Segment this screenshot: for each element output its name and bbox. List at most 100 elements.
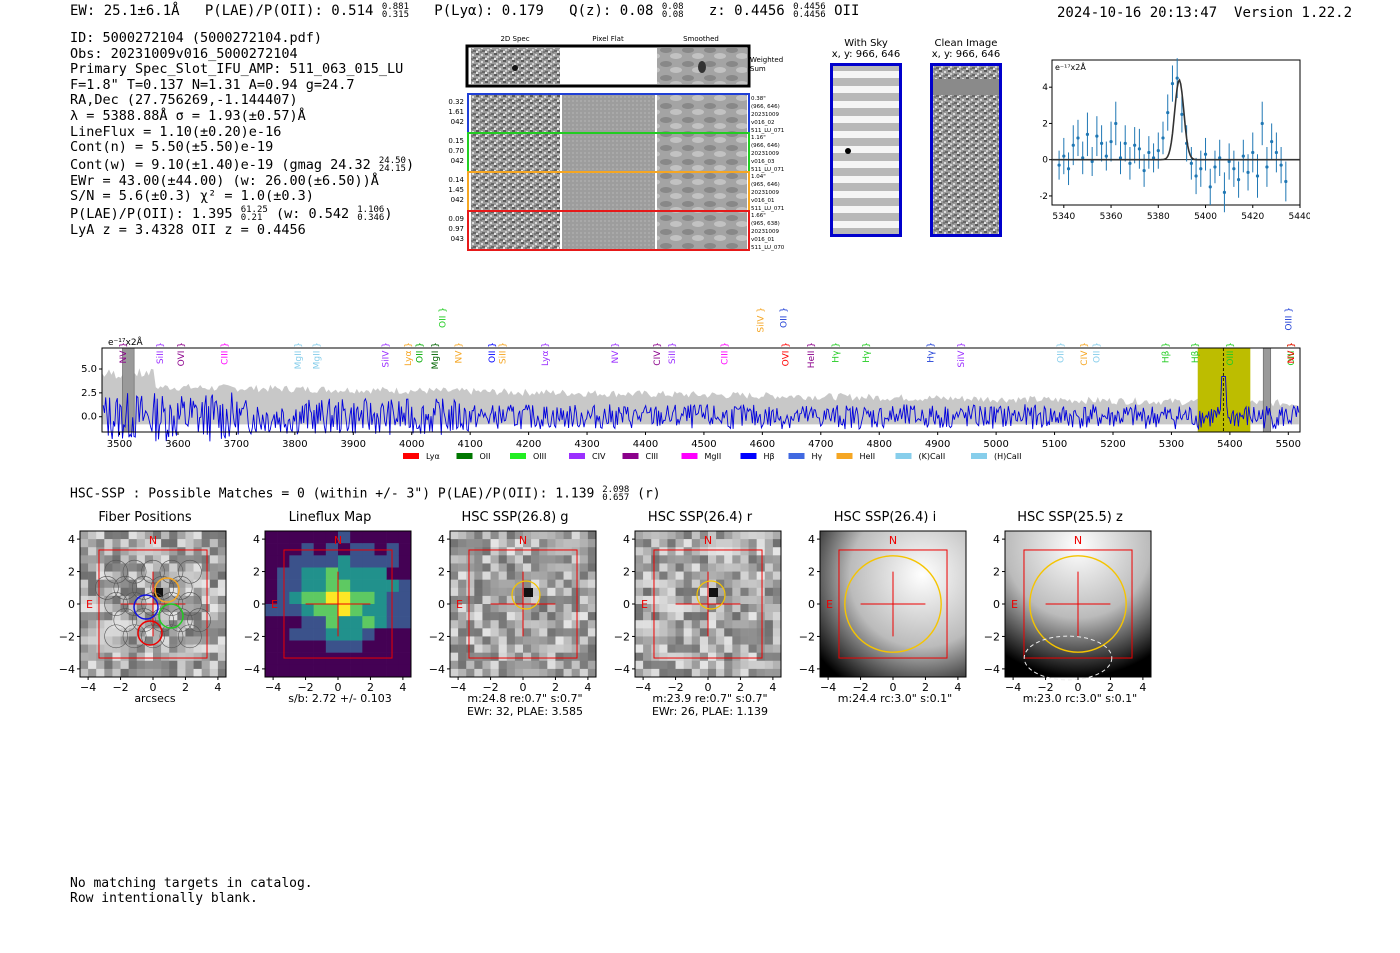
header-qz: Q(z): 0.08 [569,3,654,19]
legend-swatch [569,453,585,459]
legend-label: HeII [860,452,876,461]
line-id-label: OII } [1093,342,1103,363]
spec2d-column-labels: 2D Spec Pixel Flat Smoothed [500,35,718,43]
col-label-pixelflat: Pixel Flat [592,35,624,43]
line-id-text: MgII } [431,342,441,369]
legend-label: (K)CaII [919,452,946,461]
line-id-text: OIII } [1284,307,1294,331]
sky-band [832,221,900,228]
fiber-circle [168,576,193,600]
legend-label: OIII [533,452,546,461]
spec2d-row-meta: 0.38" [751,96,766,102]
hsc-xtick-label: 4 [584,681,591,694]
hsc-caption: m:23.0 rc:3.0" s:0.1" [1022,692,1138,705]
hsc-ytick-label: 2 [438,566,445,579]
zoom-point [1255,174,1260,178]
line-id-label: OIII } [1287,342,1297,366]
line-id-text: Lyα } [541,342,551,366]
fiber-circle [104,592,128,616]
hsc-panel-title: Lineflux Map [288,510,372,525]
fiber-circle [141,559,165,584]
footer-line-1: No matching targets in catalog. [70,876,313,891]
line-id-text: CIII } [720,342,730,365]
spec2d-row-stat: 0.32 [448,98,464,106]
line-id-label: OII } [1056,342,1066,363]
zoom-point [1151,156,1156,160]
header-timestamp: 2024-10-16 20:13:47 Version 1.22.2 [1057,5,1352,21]
north-marker: N [889,534,897,547]
hsc-ytick-label: 0 [438,598,445,611]
weighted-label-2: Sum [750,65,766,73]
line-id-text: NV } [454,342,464,363]
hsc-xtick-label: 2 [552,681,559,694]
zoom-point [1260,121,1264,126]
line-id-label: CIV } [1080,342,1090,366]
zoom-point [1076,136,1080,140]
info-lineflux: LineFlux = 1.10(±0.20)e-16 [70,123,282,140]
fiber-circle [113,608,138,632]
zoom-plot-frame [1051,59,1301,206]
full-xtick-label: 5000 [983,439,1008,450]
legend-swatch [510,453,526,459]
zoom-ylabel: e⁻¹⁷x2Å [1055,61,1086,72]
full-xtick-label: 5400 [1217,439,1242,450]
hsc-ytick-label: 4 [253,533,260,546]
full-xtick-label: 5200 [1100,439,1125,450]
zoom-point [1057,163,1061,167]
line-id-text: SiIV } [381,342,391,368]
fiber-circle [95,576,119,600]
zoom-point [1274,150,1278,155]
zoom-point [1147,150,1151,155]
hsc-xtick-label: −4 [820,681,836,694]
north-marker: N [1074,534,1082,547]
zoom-point [1137,147,1141,151]
zoom-point [1222,190,1227,194]
line-id-label: OVI } [177,342,187,366]
line-id-label: CIII } [720,342,730,365]
line-id-text: MgII } [312,342,322,369]
fiber-circle [122,592,147,616]
line-id-text: MgII } [294,342,304,369]
legend-label: Lyα [426,452,440,461]
col-label-smoothed: Smoothed [683,35,719,43]
fiber-circle [178,624,202,649]
spec2d-panel: 2D Spec Pixel Flat Smoothed Weighted Sum… [448,35,785,251]
hsc-ytick-label: −2 [799,630,815,643]
zoom-point [1208,185,1212,189]
sky-band [832,101,900,108]
hsc-xtick-label: −2 [297,681,313,694]
search-box [283,549,393,659]
sky-band [832,176,900,183]
spec2d-row-meta: v016_03 [751,159,775,165]
fiber-blue [133,594,159,620]
emission-highlight-band [1197,348,1251,432]
zoom-point [1071,143,1075,147]
hsc-xtick-label: −2 [1037,681,1053,694]
hsc-xtick-label: −4 [635,681,651,694]
zoom-point [1062,154,1066,158]
sky-band [832,161,900,168]
hsc-xtick-label: −2 [482,681,498,694]
zoom-point [1109,139,1113,144]
hsc-ytick-label: 2 [623,566,630,579]
fiber-circle [141,592,165,616]
fiber-circle [141,624,165,649]
spec2d-row-meta: 1.04" [751,174,766,180]
hsc-ytick-label: −4 [799,663,815,676]
east-marker: E [641,598,648,611]
header-plya: P(Lyα): 0.179 [434,3,544,19]
hsc-xtick-label: 4 [769,681,776,694]
full-xtick-label: 4400 [633,439,658,450]
hsc-ytick-label: 0 [993,598,1000,611]
legend-swatch [456,453,473,459]
spec2d-row-meta: 1.16" [751,135,766,141]
hsc-xtick-label: −4 [80,681,96,694]
line-id-label: HeII } [807,342,817,368]
fiber-circle [131,608,156,632]
hsc-ytick-label: 0 [808,598,815,611]
aperture-circle [844,555,942,653]
sky-band [832,116,900,123]
line-id-text: OII } [1093,342,1103,363]
source-blob [524,588,533,597]
line-id-text: Hγ } [862,342,872,363]
